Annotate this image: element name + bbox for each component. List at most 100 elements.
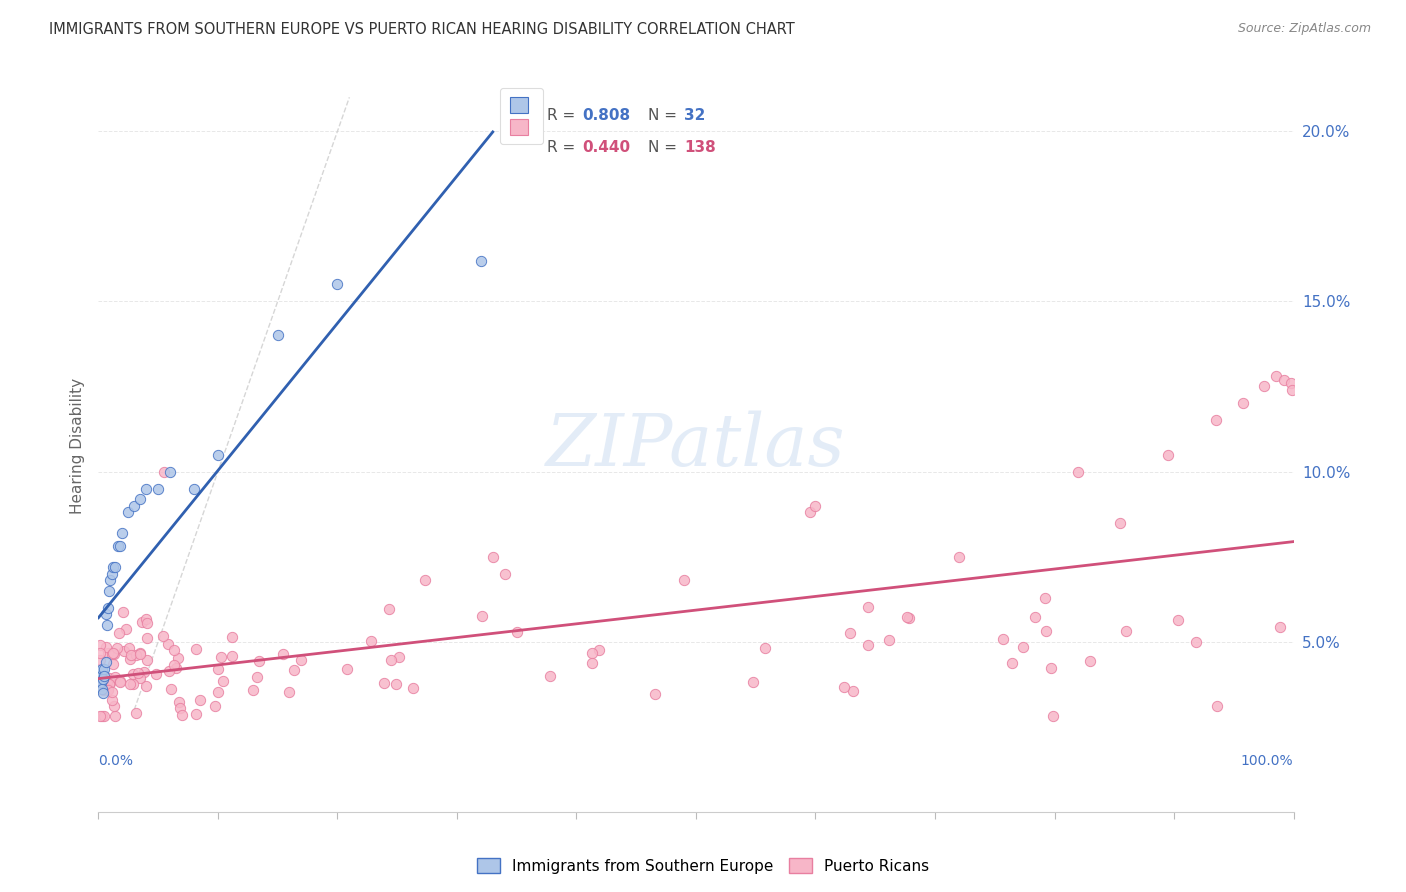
Text: N =: N = [648,108,682,123]
Point [93,709,115,723]
Point [186,642,208,657]
Point [108,673,131,688]
Point [128,671,150,685]
Point [209,650,232,665]
Text: 0.440: 0.440 [582,140,630,155]
Point [588,643,610,657]
Point [856,638,879,652]
Point [101,646,124,660]
Point [89,638,111,652]
Point [246,670,269,684]
Point [799,505,821,519]
Text: 32: 32 [685,108,706,123]
Point [94,655,117,669]
Point [170,707,193,722]
Point [167,650,190,665]
Point [242,683,264,698]
Point [283,663,305,677]
Point [157,664,180,678]
Point [120,651,142,665]
Point [1011,640,1033,655]
Point [506,625,529,640]
Point [107,540,129,554]
Point [644,687,666,701]
Point [136,653,159,667]
Point [91,683,114,698]
Point [101,693,124,707]
Point [388,649,411,664]
Point [413,574,436,588]
Point [207,448,229,462]
Point [207,685,229,699]
Point [1253,379,1275,393]
Point [898,610,921,624]
Point [98,583,121,598]
Point [101,647,124,661]
Point [136,615,159,630]
Point [97,683,120,698]
Point [183,482,205,496]
Point [326,277,349,292]
Text: Source: ZipAtlas.com: Source: ZipAtlas.com [1237,22,1371,36]
Point [184,706,207,721]
Point [1078,654,1101,668]
Point [89,679,111,693]
Point [115,622,138,636]
Point [89,709,111,723]
Point [108,675,131,690]
Point [104,670,127,684]
Point [127,665,149,680]
Point [97,600,120,615]
Point [117,505,139,519]
Point [1281,383,1303,397]
Point [122,667,145,681]
Point [832,680,855,694]
Legend: Immigrants from Southern Europe, Puerto Ricans: Immigrants from Southern Europe, Puerto … [471,852,935,880]
Point [105,640,128,655]
Point [131,615,153,630]
Point [581,656,603,670]
Point [494,566,516,581]
Point [1268,620,1291,634]
Point [159,681,181,696]
Point [98,574,122,588]
Point [135,631,157,645]
Point [120,677,142,691]
Point [1115,624,1137,638]
Point [156,637,179,651]
Point [896,610,918,624]
Point [96,675,118,690]
Point [90,675,112,690]
Point [360,634,382,648]
Text: IMMIGRANTS FROM SOUTHERN EUROPE VS PUERTO RICAN HEARING DISABILITY CORRELATION C: IMMIGRANTS FROM SOUTHERN EUROPE VS PUERT… [49,22,794,37]
Point [212,674,235,689]
Point [163,658,186,673]
Point [188,693,211,707]
Point [101,684,124,698]
Point [132,665,155,679]
Point [1035,591,1057,606]
Point [402,681,425,695]
Text: 0.0%: 0.0% [98,754,134,768]
Point [373,676,395,690]
Point [1039,661,1062,675]
Point [167,695,190,709]
Point [1001,657,1024,671]
Point [1232,396,1254,410]
Point [90,675,112,690]
Point [120,648,142,663]
Point [97,682,120,697]
Point [1279,376,1302,390]
Point [103,698,125,713]
Point [128,647,150,661]
Point [877,632,900,647]
Point [1184,635,1206,649]
Point [98,677,121,691]
Point [741,675,763,690]
Point [89,676,111,690]
Point [336,662,359,676]
Point [278,685,301,699]
Point [93,662,115,676]
Point [96,682,118,697]
Point [118,640,141,655]
